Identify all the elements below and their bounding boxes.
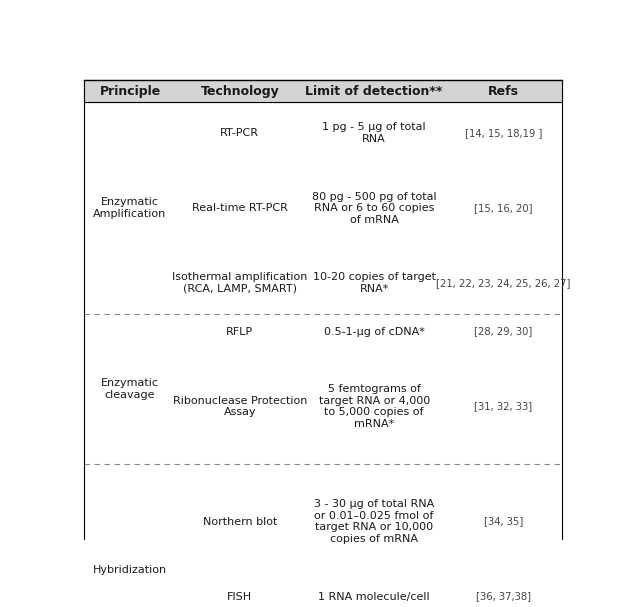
Text: 80 pg - 500 pg of total
RNA or 6 to 60 copies
of mRNA: 80 pg - 500 pg of total RNA or 6 to 60 c… (312, 192, 437, 225)
Text: 10-20 copies of target
RNA*: 10-20 copies of target RNA* (312, 273, 435, 294)
Text: [14, 15, 18,19 ]: [14, 15, 18,19 ] (465, 128, 542, 138)
Text: FISH: FISH (227, 592, 253, 602)
Text: [28, 29, 30]: [28, 29, 30] (474, 327, 532, 336)
Text: RFLP: RFLP (226, 327, 253, 336)
Text: [15, 16, 20]: [15, 16, 20] (474, 203, 533, 213)
Text: Refs: Refs (488, 84, 519, 98)
Text: 5 femtograms of
target RNA or 4,000
to 5,000 copies of
mRNA*: 5 femtograms of target RNA or 4,000 to 5… (319, 384, 430, 429)
Text: [21, 22, 23, 24, 25, 26, 27]: [21, 22, 23, 24, 25, 26, 27] (437, 278, 571, 288)
Text: 3 - 30 μg of total RNA
or 0.01–0.025 fmol of
target RNA or 10,000
copies of mRNA: 3 - 30 μg of total RNA or 0.01–0.025 fmo… (314, 499, 434, 544)
Text: 0.5-1-μg of cDNA*: 0.5-1-μg of cDNA* (324, 327, 425, 336)
Text: Technology: Technology (200, 84, 279, 98)
Text: Limit of detection**: Limit of detection** (306, 84, 443, 98)
Text: [31, 32, 33]: [31, 32, 33] (474, 402, 532, 412)
Text: Enzymatic
cleavage: Enzymatic cleavage (101, 378, 159, 400)
Text: RT-PCR: RT-PCR (220, 128, 260, 138)
Text: [34, 35]: [34, 35] (484, 517, 523, 526)
Text: [36, 37,38]: [36, 37,38] (476, 592, 531, 602)
Text: Principle: Principle (100, 84, 161, 98)
Text: Hybridization: Hybridization (93, 565, 167, 575)
Bar (84, 80, 562, 103)
Text: 1 pg - 5 μg of total
RNA: 1 pg - 5 μg of total RNA (323, 123, 426, 144)
Text: Isothermal amplification
(RCA, LAMP, SMART): Isothermal amplification (RCA, LAMP, SMA… (172, 273, 307, 294)
Text: 1 RNA molecule/cell: 1 RNA molecule/cell (318, 592, 430, 602)
Text: Enzymatic
Amplification: Enzymatic Amplification (93, 197, 167, 219)
Text: Real-time RT-PCR: Real-time RT-PCR (192, 203, 288, 213)
Text: Northern blot: Northern blot (203, 517, 277, 526)
Text: Ribonuclease Protection
Assay: Ribonuclease Protection Assay (173, 396, 307, 418)
